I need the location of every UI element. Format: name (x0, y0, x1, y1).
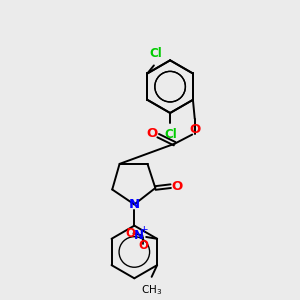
Text: Cl: Cl (164, 128, 177, 141)
Text: +: + (140, 225, 148, 236)
Text: Cl: Cl (149, 46, 162, 60)
Text: N: N (129, 198, 140, 211)
Text: N: N (134, 229, 144, 242)
Text: O: O (171, 180, 182, 193)
Text: O: O (189, 123, 200, 136)
Text: O: O (139, 239, 148, 252)
Text: O: O (147, 127, 158, 140)
Text: -: - (126, 222, 131, 236)
Text: O: O (126, 227, 136, 240)
Text: CH$_3$: CH$_3$ (141, 284, 162, 297)
